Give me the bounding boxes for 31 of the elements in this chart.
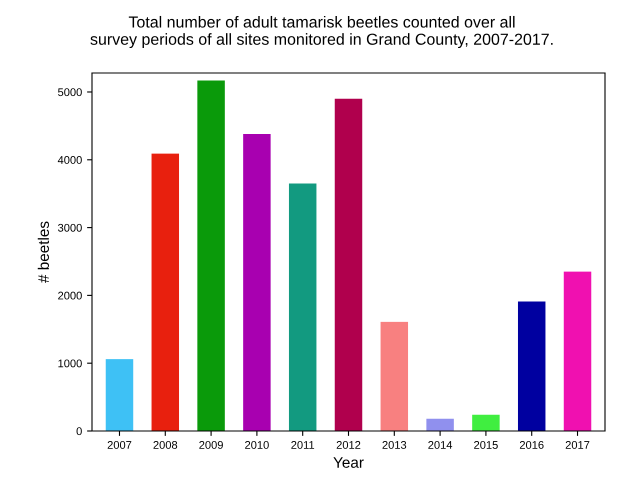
y-tick-label: 0 [76,427,82,436]
bar [288,184,316,431]
bar [243,134,271,431]
y-tick-label: 2000 [58,292,82,300]
bar [197,80,225,431]
chart-title: Total number of adult tamarisk beetles counted over all survey periods of all sites monitored in Grand County, 2007-2017. [90,16,553,48]
bar [426,418,454,431]
x-tick-label: 2011 [291,441,314,449]
y-tick-label: 3000 [58,224,82,232]
y-tick-label: 1000 [58,359,82,368]
bar [152,154,180,431]
x-tick-label: 2010 [245,441,269,449]
x-tick-label: 2007 [108,441,132,449]
bar [564,272,592,431]
bar [380,322,408,431]
y-tick-label: 5000 [58,88,82,96]
x-tick-label: 2009 [199,441,223,449]
x-tick-label: 2008 [153,441,178,449]
x-tick-label: 2012 [336,441,360,449]
x-tick-label: 2017 [566,441,590,449]
x-axis-title: Year [333,457,364,468]
bar [334,98,362,431]
y-axis-title: # beetles [38,222,49,283]
bar [106,359,134,431]
bar [518,301,546,431]
bar [472,414,500,431]
x-tick-label: 2014 [428,441,452,449]
x-tick-label: 2015 [474,441,498,449]
y-tick-label: 4000 [58,156,82,164]
x-tick-label: 2016 [520,441,544,449]
x-tick-label: 2013 [382,441,406,449]
